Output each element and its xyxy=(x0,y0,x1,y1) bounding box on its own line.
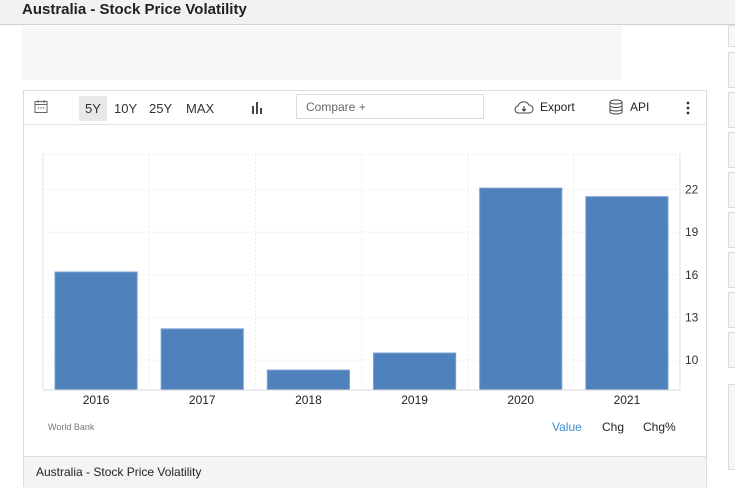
bar-2019[interactable] xyxy=(373,352,457,391)
calendar-icon[interactable] xyxy=(34,99,48,119)
bar-2017[interactable] xyxy=(160,328,244,391)
api-button[interactable]: API xyxy=(630,100,650,114)
page-title: Australia - Stock Price Volatility xyxy=(22,1,247,18)
bar-2021[interactable] xyxy=(585,196,669,391)
toggle-chg-pct[interactable]: Chg% xyxy=(643,420,676,434)
x-tick-label: 2021 xyxy=(614,393,641,407)
side-panel-button[interactable] xyxy=(728,52,735,88)
x-tick-label: 2016 xyxy=(83,393,110,407)
toggle-value[interactable]: Value xyxy=(552,420,582,434)
x-tick-label: 2017 xyxy=(189,393,216,407)
range-10y[interactable]: 10Y xyxy=(114,101,138,116)
side-panel-button[interactable] xyxy=(728,252,735,288)
table-header: Australia - Stock Price Volatility xyxy=(24,456,706,488)
side-panel-button[interactable] xyxy=(728,332,735,368)
x-tick-label: 2019 xyxy=(401,393,428,407)
bar-2016[interactable] xyxy=(54,271,138,391)
side-panel-button[interactable] xyxy=(728,92,735,128)
bar-chart-icon[interactable] xyxy=(251,101,263,119)
bar-chart: 10 13 16 19 22 2016 2017 2018 2019 2020 2021 xyxy=(24,125,706,415)
cloud-download-icon[interactable] xyxy=(514,100,534,119)
database-icon[interactable] xyxy=(609,99,623,120)
y-tick-label: 22 xyxy=(685,183,699,197)
side-panel-button[interactable] xyxy=(728,172,735,208)
side-panel-button[interactable] xyxy=(728,25,735,47)
y-tick-label: 19 xyxy=(685,225,699,239)
export-button[interactable]: Export xyxy=(540,100,575,114)
toggle-chg[interactable]: Chg xyxy=(602,420,625,434)
chart-panel: 5Y 10Y 25Y MAX Compare + Export API 10 13… xyxy=(23,90,707,488)
table-title: Australia - Stock Price Volatility xyxy=(36,465,202,479)
vertical-ellipsis-icon[interactable] xyxy=(686,101,690,120)
side-panel-button[interactable] xyxy=(728,132,735,168)
side-panel-button[interactable] xyxy=(728,292,735,328)
ad-placeholder xyxy=(22,26,622,80)
y-tick-label: 10 xyxy=(685,353,699,367)
compare-input[interactable]: Compare + xyxy=(296,94,484,119)
chart-toolbar: 5Y 10Y 25Y MAX Compare + Export API xyxy=(24,91,706,125)
bar-2018[interactable] xyxy=(266,369,350,391)
range-max[interactable]: MAX xyxy=(186,101,215,116)
side-panel-button[interactable] xyxy=(728,384,735,470)
range-5y[interactable]: 5Y xyxy=(79,96,107,121)
x-tick-label: 2018 xyxy=(295,393,322,407)
source-label[interactable]: World Bank xyxy=(48,422,95,432)
range-25y[interactable]: 25Y xyxy=(149,101,173,116)
y-tick-label: 16 xyxy=(685,268,699,282)
side-panel-button[interactable] xyxy=(728,212,735,248)
y-tick-label: 13 xyxy=(685,310,699,324)
bar-2020[interactable] xyxy=(479,187,563,391)
top-header: Australia - Stock Price Volatility xyxy=(0,0,735,25)
x-tick-label: 2020 xyxy=(507,393,534,407)
